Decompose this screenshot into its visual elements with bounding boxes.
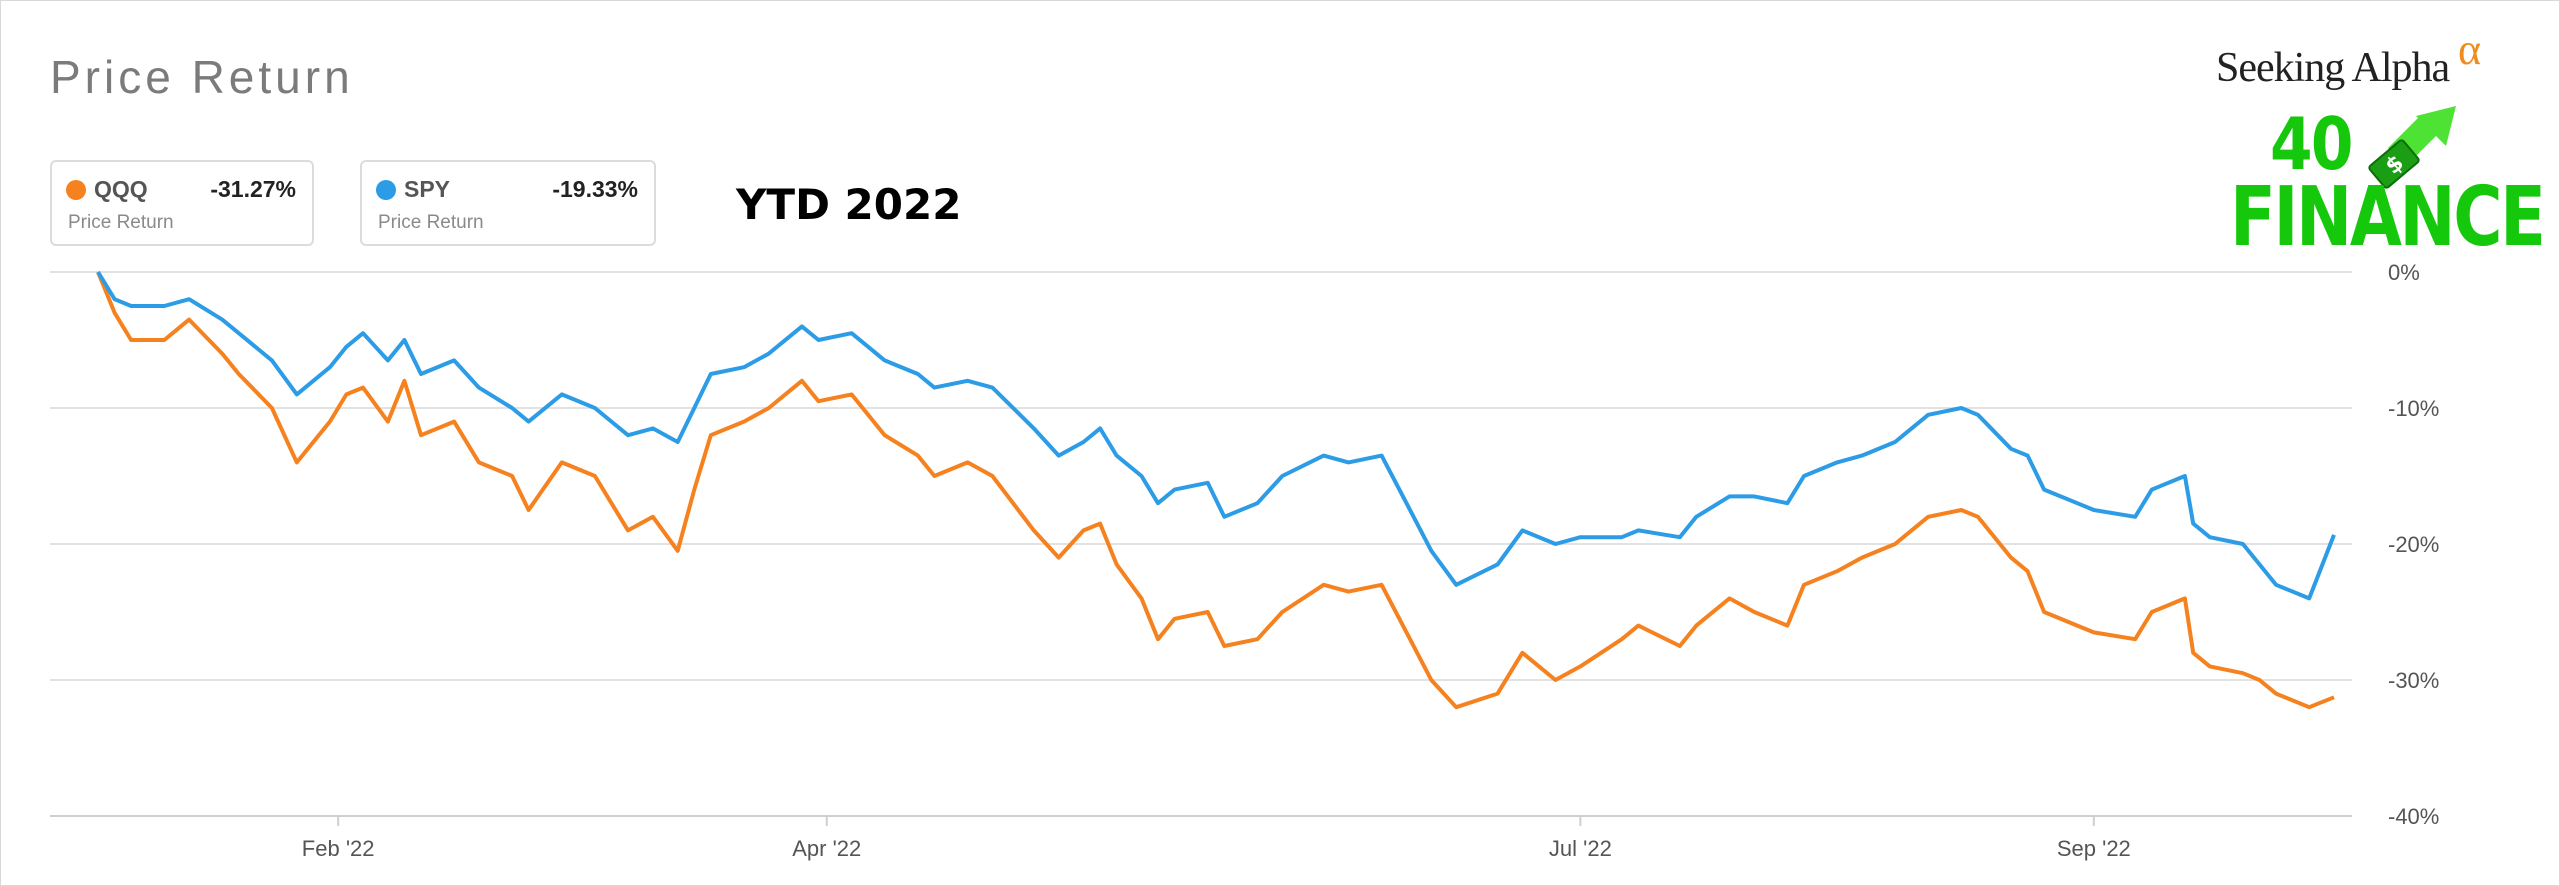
grid-lines (50, 271, 2352, 817)
y-tick-label: 0% (2388, 260, 2420, 285)
series-line-spy (96, 270, 2336, 601)
y-tick-label: -20% (2388, 532, 2439, 557)
seeking-alpha-40-finance-logo: Seeking Alpha α 40 $ FINANCE (2200, 25, 2546, 265)
qqq-color-dot (66, 180, 86, 200)
page-title: Price Return (50, 51, 354, 103)
spy-color-dot (376, 180, 396, 200)
y-tick-label: -40% (2388, 804, 2439, 829)
logo-forty-text: 40 (2270, 102, 2353, 186)
y-axis-ticks: 0% -10% -20% -30% -40% (2388, 260, 2439, 829)
y-tick-label: -10% (2388, 396, 2439, 421)
x-tick-label: Feb '22 (302, 836, 375, 861)
logo-alpha-mark: α (2458, 25, 2482, 74)
x-tick-label: Sep '22 (2057, 836, 2131, 861)
ytd-annotation: YTD 2022 (736, 180, 962, 229)
legend-subtitle: Price Return (378, 212, 484, 233)
logo-brand-text: Seeking Alpha (2216, 45, 2450, 91)
money-arrow-icon: $ (2368, 106, 2456, 189)
legend-item-qqq[interactable]: QQQ -31.27% Price Return (50, 160, 314, 246)
legend-value: -31.27% (210, 176, 296, 202)
legend-symbol: SPY (404, 176, 451, 202)
x-axis-ticks: Feb '22 Apr '22 Jul '22 Sep '22 (302, 816, 2131, 861)
legend-value: -19.33% (552, 176, 638, 202)
logo-finance-text: FINANCE (2230, 170, 2546, 265)
series-line-qqq (96, 271, 2335, 710)
y-tick-label: -30% (2388, 668, 2439, 693)
legend-subtitle: Price Return (68, 212, 174, 233)
legend-item-spy[interactable]: SPY -19.33% Price Return (360, 160, 656, 246)
x-tick-label: Apr '22 (792, 836, 861, 861)
x-tick-label: Jul '22 (1549, 836, 1612, 861)
legend-symbol: QQQ (94, 176, 148, 202)
series-lines (96, 270, 2336, 710)
